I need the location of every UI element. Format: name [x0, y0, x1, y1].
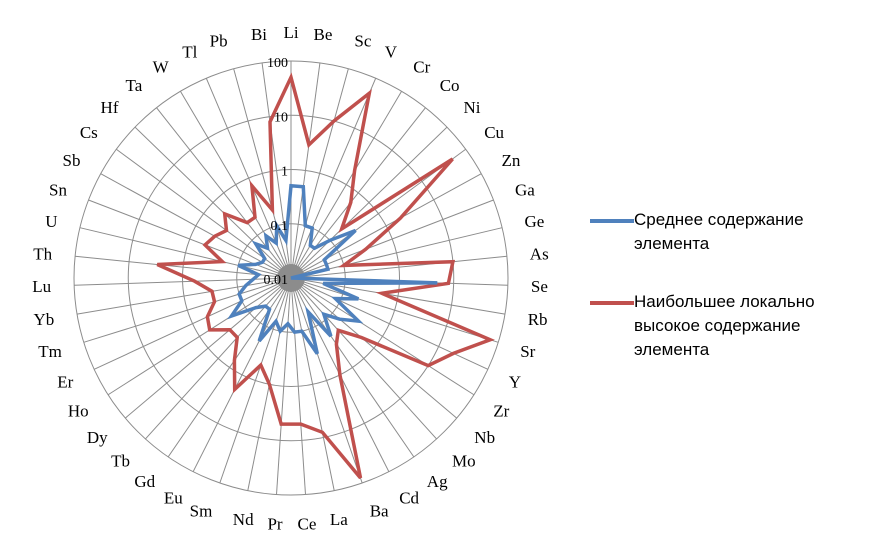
category-label: Be	[314, 25, 333, 44]
grid-spoke	[167, 277, 292, 458]
grid-spoke	[290, 277, 499, 343]
grid-spoke	[290, 107, 426, 279]
series-line-average	[227, 183, 438, 355]
category-label: Eu	[164, 489, 183, 508]
category-label: Ni	[464, 98, 481, 117]
grid-spoke	[145, 277, 292, 440]
grid-spoke	[124, 277, 292, 419]
ring-label: 100	[267, 56, 288, 71]
grid-spoke	[290, 277, 475, 396]
legend-label-average: Среднее содержание элемента	[634, 210, 804, 253]
category-label: La	[330, 510, 348, 529]
grid-spoke	[93, 277, 292, 370]
category-label: Cs	[80, 123, 98, 142]
grid-spoke	[290, 62, 321, 279]
category-label: Nd	[233, 510, 254, 529]
grid-spoke	[76, 277, 292, 315]
category-label: Lu	[32, 277, 51, 296]
grid-spoke	[290, 277, 415, 458]
category-label: Se	[531, 277, 548, 296]
radar-grid	[73, 60, 509, 496]
category-label: Dy	[87, 428, 108, 447]
category-label: Rb	[528, 310, 548, 329]
legend-swatch-average	[590, 219, 634, 223]
category-label: Ge	[525, 212, 545, 231]
grid-spoke	[233, 68, 292, 279]
grid-spoke	[290, 91, 403, 279]
grid-spoke	[276, 277, 292, 495]
legend-swatch-maximum	[590, 301, 634, 305]
category-label: V	[385, 43, 398, 62]
category-label: Er	[57, 373, 73, 392]
grid-spoke	[290, 255, 507, 279]
category-label: Ho	[68, 401, 89, 420]
ring-label: 0.1	[271, 219, 289, 234]
ring-label: 10	[274, 110, 288, 125]
category-label: As	[530, 244, 549, 263]
category-label: U	[45, 212, 57, 231]
series-line-maximum	[156, 72, 495, 480]
category-label: Bi	[251, 25, 267, 44]
grid-spoke	[134, 126, 292, 279]
grid-spoke	[290, 277, 335, 491]
category-label: Nb	[474, 428, 495, 447]
grid-spoke	[79, 227, 292, 279]
category-label: Ba	[370, 501, 389, 520]
category-label: Yb	[34, 310, 55, 329]
category-label: W	[153, 57, 170, 76]
grid-spoke	[107, 277, 292, 396]
category-label: Sb	[63, 151, 81, 170]
category-label: Mo	[452, 451, 476, 470]
category-label: Gd	[134, 472, 155, 491]
category-label: Y	[509, 373, 521, 392]
category-label: Tm	[38, 342, 62, 361]
grid-spoke	[290, 78, 377, 279]
legend-item-maximum: Наибольшее локально высокое содержание э…	[590, 290, 860, 362]
grid-spoke	[219, 277, 292, 484]
category-label: Pr	[267, 515, 282, 534]
category-label: Ag	[427, 472, 448, 491]
grid-spoke	[290, 126, 448, 279]
category-label: Tb	[111, 451, 130, 470]
grid-spoke	[179, 91, 292, 279]
category-label: Li	[283, 23, 298, 42]
category-label: Th	[33, 244, 52, 263]
grid-spoke	[100, 173, 292, 279]
grid-spoke	[290, 199, 494, 279]
ring-labels: 100 10 1 0.1 0.01	[264, 56, 289, 288]
category-label: Sn	[49, 181, 67, 200]
category-label: Zr	[493, 401, 509, 420]
category-label: Co	[440, 76, 460, 95]
category-label: Ce	[298, 515, 317, 534]
legend-label-maximum: Наибольшее локально высокое содержание э…	[634, 292, 815, 359]
legend-item-average: Среднее содержание элемента	[590, 208, 860, 256]
grid-spoke	[290, 277, 458, 419]
category-label: Sr	[520, 342, 535, 361]
grid-spoke	[83, 277, 292, 343]
category-label: Ga	[515, 181, 535, 200]
category-label: Tl	[182, 43, 197, 62]
legend: Среднее содержание элемента Наибольшее л…	[590, 208, 860, 362]
grid-spoke	[290, 277, 306, 495]
category-label: Cr	[413, 57, 430, 76]
ring-label: 1	[281, 165, 288, 180]
category-label: Cd	[399, 489, 419, 508]
category-label: Hf	[101, 98, 119, 117]
grid-spoke	[290, 173, 482, 279]
grid-spoke	[290, 277, 437, 440]
grid-spoke	[290, 68, 349, 279]
category-label: Pb	[210, 32, 228, 51]
category-label: Sm	[190, 501, 213, 520]
category-label: Zn	[502, 151, 521, 170]
category-label: Sc	[354, 32, 371, 51]
ring-label: 0.01	[264, 273, 289, 288]
radar-series	[156, 72, 495, 480]
category-label: Ta	[126, 76, 143, 95]
category-label: Cu	[484, 123, 504, 142]
grid-spoke	[290, 277, 363, 484]
grid-spoke	[192, 277, 292, 472]
